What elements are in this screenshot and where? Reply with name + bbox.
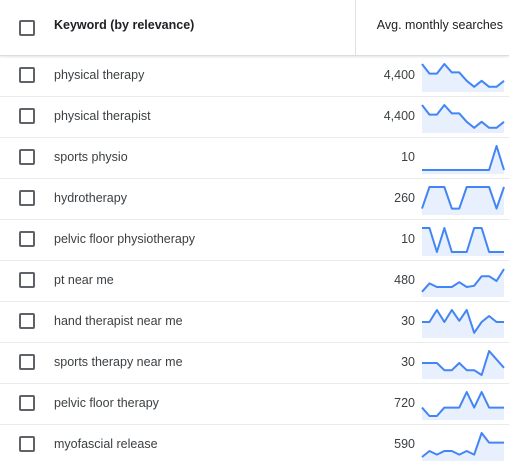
keyword-text: physical therapy xyxy=(54,68,145,82)
trend-sparkline[interactable] xyxy=(422,142,505,174)
trend-line xyxy=(421,432,504,458)
avg-monthly-searches-value: 260 xyxy=(394,191,415,205)
table-header: Keyword (by relevance) Avg. monthly sear… xyxy=(0,0,509,56)
row-checkbox[interactable] xyxy=(19,149,35,165)
row-checkbox[interactable] xyxy=(19,231,35,247)
avg-monthly-searches-value: 720 xyxy=(394,396,415,410)
table-row[interactable]: physical therapy 4,400 xyxy=(0,56,509,97)
keyword-text: pelvic floor physiotherapy xyxy=(54,232,196,246)
avg-monthly-searches-value: 30 xyxy=(401,355,415,369)
trend-sparkline[interactable] xyxy=(421,183,505,215)
trend-sparkline[interactable] xyxy=(422,347,505,379)
avg-monthly-searches-value: 4,400 xyxy=(383,68,415,82)
row-checkbox[interactable] xyxy=(19,313,35,329)
keyword-text: sports physio xyxy=(54,150,128,164)
keyword-column-header[interactable]: Keyword (by relevance) xyxy=(54,18,195,32)
table-row[interactable]: pelvic floor physiotherapy 10 xyxy=(0,220,509,261)
trend-sparkline[interactable] xyxy=(421,265,505,297)
row-checkbox[interactable] xyxy=(19,395,35,411)
table-row[interactable]: hand therapist near me 30 xyxy=(0,302,509,343)
trend-line xyxy=(422,145,505,171)
row-checkbox[interactable] xyxy=(19,190,35,206)
row-checkbox[interactable] xyxy=(19,108,35,124)
row-checkbox[interactable] xyxy=(19,67,35,83)
avg-monthly-searches-value: 590 xyxy=(394,437,415,451)
trend-area xyxy=(422,187,504,215)
avg-monthly-searches-value: 10 xyxy=(401,232,415,246)
keyword-text: myofascial release xyxy=(54,437,158,451)
avg-monthly-searches-column-header[interactable]: Avg. monthly searches xyxy=(376,18,503,32)
keyword-text: physical therapist xyxy=(54,109,151,123)
keyword-text: pt near me xyxy=(54,273,114,287)
keyword-text: hand therapist near me xyxy=(54,314,183,328)
trend-sparkline[interactable] xyxy=(422,306,504,338)
avg-monthly-searches-value: 30 xyxy=(401,314,415,328)
trend-line xyxy=(421,104,505,129)
trend-sparkline[interactable] xyxy=(422,224,504,256)
keyword-text: sports therapy near me xyxy=(54,355,183,369)
trend-line xyxy=(421,268,505,293)
trend-area xyxy=(422,310,504,338)
table-row[interactable]: pt near me 480 xyxy=(0,261,509,302)
avg-monthly-searches-value: 10 xyxy=(401,150,415,164)
avg-monthly-searches-value: 480 xyxy=(394,273,415,287)
trend-line xyxy=(422,227,504,253)
avg-monthly-searches-value: 4,400 xyxy=(383,109,415,123)
row-checkbox[interactable] xyxy=(19,436,35,452)
row-checkbox[interactable] xyxy=(19,272,35,288)
trend-area xyxy=(422,433,504,461)
table-row[interactable]: hydrotherapy 260 xyxy=(0,179,509,220)
table-row[interactable]: pelvic floor therapy 720 xyxy=(0,384,509,425)
keyword-text: pelvic floor therapy xyxy=(54,396,159,410)
trend-sparkline[interactable] xyxy=(421,101,505,133)
trend-sparkline[interactable] xyxy=(421,388,504,420)
trend-area xyxy=(422,269,504,297)
select-all-checkbox[interactable] xyxy=(19,20,35,36)
column-divider xyxy=(355,0,356,56)
trend-line xyxy=(422,309,504,334)
trend-line xyxy=(421,391,504,417)
table-row[interactable]: myofascial release 590 xyxy=(0,425,509,462)
keyword-text: hydrotherapy xyxy=(54,191,127,205)
trend-line xyxy=(421,186,505,210)
trend-sparkline[interactable] xyxy=(421,60,505,92)
table-row[interactable]: physical therapist 4,400 xyxy=(0,97,509,138)
table-row[interactable]: sports physio 10 xyxy=(0,138,509,179)
row-checkbox[interactable] xyxy=(19,354,35,370)
trend-line xyxy=(422,350,505,376)
trend-sparkline[interactable] xyxy=(421,429,504,461)
table-row[interactable]: sports therapy near me 30 xyxy=(0,343,509,384)
trend-area xyxy=(422,392,504,420)
trend-line xyxy=(421,63,505,88)
